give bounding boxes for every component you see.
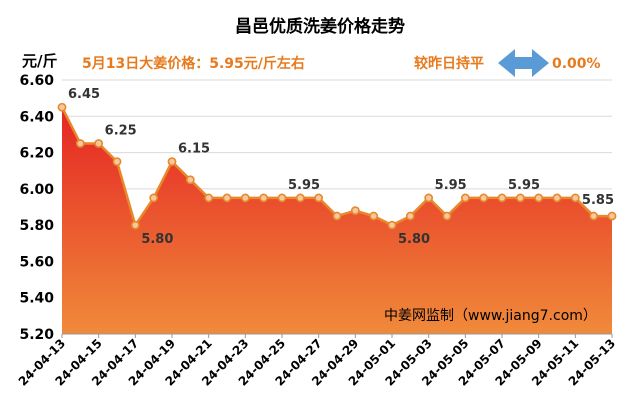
data-point [497,193,507,203]
data-point [479,193,489,203]
y-tick-label: 6.20 [19,146,54,162]
y-tick-label: 5.40 [19,291,54,307]
data-point [369,211,379,221]
y-axis-unit: 元/斤 [22,52,57,70]
y-tick-label: 6.00 [19,182,54,198]
y-tick-label: 5.80 [19,218,54,234]
data-point [387,220,397,230]
data-label: 6.25 [105,124,137,139]
data-label: 6.45 [68,87,100,102]
data-point [534,193,544,203]
data-point [112,157,122,167]
change-label: 较昨日持平 [414,55,484,72]
y-tick-label: 6.40 [19,109,54,125]
data-label: 5.95 [288,178,320,193]
data-point [222,193,232,203]
data-label: 5.80 [398,232,430,247]
change-value: 0.00% [552,56,601,72]
data-point [332,211,342,221]
data-label: 5.80 [141,232,173,247]
y-tick-label: 6.60 [19,73,54,89]
data-point [607,211,617,221]
data-point [75,139,85,148]
data-point [240,193,250,203]
data-point [442,211,452,221]
source-label: 中姜网监制（www.jiang7.com） [384,308,597,324]
data-point [424,193,434,203]
data-point [460,193,470,203]
today-price-label: 5月13日大姜价格：5.95元/斤左右 [82,55,305,72]
price-area [62,107,612,334]
data-labels: 6.45 6.25 5.80 6.15 5.95 5.80 5.95 5.95 5.85 [68,87,614,247]
data-point [405,211,415,221]
data-point [149,193,159,203]
double-arrow-icon [498,49,549,77]
chart-title: 昌邑优质洗姜价格走势 [235,16,405,37]
y-tick-label: 5.60 [19,254,54,270]
data-point [259,193,269,203]
data-point [277,193,287,203]
data-point [570,193,580,203]
data-label: 5.95 [508,178,540,193]
data-point [589,211,599,221]
data-point [552,193,562,203]
data-point [57,102,67,112]
y-axis-ticks: 5.20 5.40 5.60 5.80 6.00 6.20 6.40 6.60 [19,73,54,343]
data-point [515,193,525,203]
data-label: 6.15 [178,142,210,157]
data-point [350,206,360,216]
data-point [167,157,177,167]
y-tick-label: 5.20 [19,327,54,343]
data-point [314,193,324,203]
data-point [185,175,195,185]
data-point [295,193,305,203]
data-label: 5.85 [582,193,614,208]
data-point [94,139,104,148]
data-label: 5.95 [435,178,467,193]
x-axis-ticks: 24-04-1324-04-1524-04-1724-04-1924-04-21… [16,334,618,389]
data-points [57,102,617,230]
data-point [204,193,214,203]
data-point [130,220,140,230]
